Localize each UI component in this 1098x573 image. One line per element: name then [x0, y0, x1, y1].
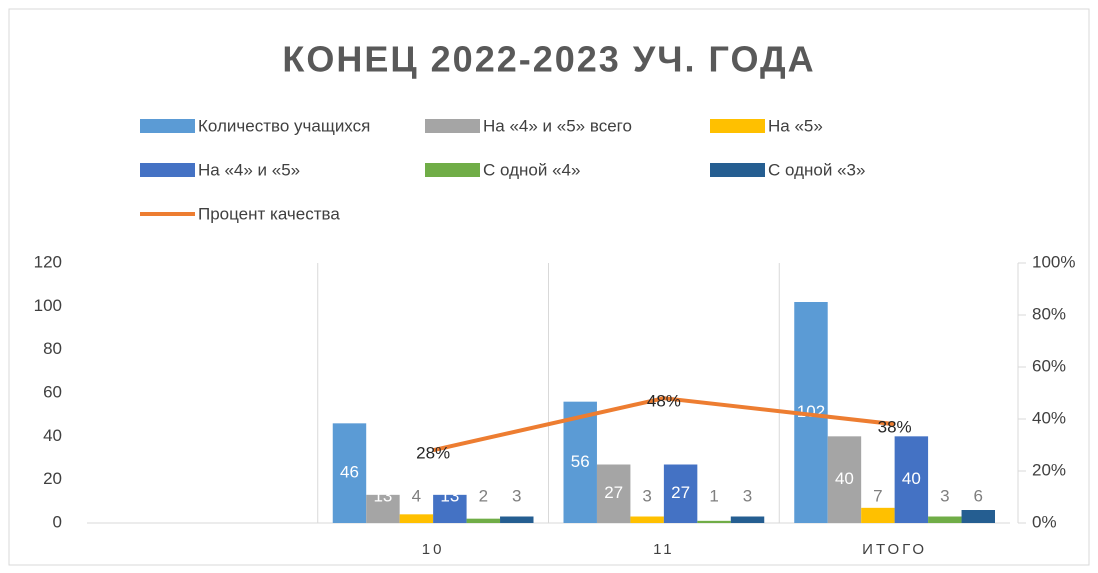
bar-label: 40 — [835, 469, 854, 488]
y-tick-label: 40 — [43, 426, 62, 445]
bar-label: 1 — [709, 486, 718, 505]
bar — [500, 516, 534, 523]
bar-label: 56 — [571, 452, 590, 471]
x-tick-label: ИТОГО — [862, 541, 927, 558]
line — [432, 396, 895, 453]
bar-label: 13 — [440, 486, 459, 505]
chart-title: КОНЕЦ 2022-2023 УЧ. ГОДА — [282, 39, 815, 80]
legend-swatch — [425, 163, 480, 177]
y-tick-label: 80 — [43, 339, 62, 358]
bar — [928, 516, 962, 523]
bar — [861, 507, 895, 523]
bar — [433, 494, 467, 523]
legend-label: С одной «4» — [483, 160, 580, 179]
legend-label: На «4» и «5» всего — [483, 116, 632, 135]
y-tick-label: 120 — [34, 252, 62, 271]
bar-label: 3 — [512, 486, 521, 505]
y2-tick-label: 40% — [1032, 408, 1066, 427]
line-label: 48% — [647, 392, 681, 411]
y2-tick-label: 60% — [1032, 356, 1066, 375]
legend-swatch — [710, 163, 765, 177]
bar — [697, 520, 731, 523]
y-tick-label: 20 — [43, 469, 62, 488]
x-tick-label: 11 — [653, 541, 675, 558]
legend-swatch — [140, 119, 195, 133]
bar-label: 102 — [797, 402, 825, 421]
bar — [961, 510, 996, 523]
y-tick-label: 0 — [53, 512, 62, 531]
y-tick-label: 100 — [34, 296, 62, 315]
bar-label: 3 — [743, 486, 752, 505]
bar — [332, 423, 367, 523]
y2-tick-label: 80% — [1032, 304, 1066, 323]
bar — [366, 494, 400, 523]
legend-label: Количество учащихся — [198, 116, 370, 135]
bar — [563, 401, 597, 523]
legend-label: С одной «3» — [768, 160, 865, 179]
bar-label: 7 — [873, 486, 882, 505]
legend-label: На «5» — [768, 116, 823, 135]
bar — [894, 436, 929, 523]
legend-label: Процент качества — [198, 204, 340, 223]
bar-label: 13 — [373, 486, 392, 505]
bar-label: 3 — [940, 486, 949, 505]
bar-label: 6 — [974, 486, 983, 505]
bar-label: 27 — [604, 483, 623, 502]
bar — [630, 516, 664, 523]
bar-label: 46 — [340, 463, 359, 482]
bar — [663, 464, 698, 523]
legend-swatch — [140, 163, 195, 177]
y-tick-label: 60 — [43, 382, 62, 401]
y2-tick-label: 0% — [1032, 512, 1057, 531]
x-tick-label: 10 — [422, 541, 445, 558]
bar-label: 27 — [671, 483, 690, 502]
bar — [730, 516, 765, 523]
line-label: 38% — [878, 418, 912, 437]
bar — [827, 436, 862, 523]
bar-label: 40 — [902, 469, 921, 488]
bar-label: 4 — [412, 486, 421, 505]
legend-swatch — [425, 119, 480, 133]
bar — [466, 518, 501, 523]
bar — [399, 514, 434, 523]
y2-tick-label: 20% — [1032, 460, 1066, 479]
bar-label: 3 — [642, 486, 651, 505]
bar-label: 2 — [479, 486, 488, 505]
legend-label: На «4» и «5» — [198, 160, 300, 179]
legend-swatch — [710, 119, 765, 133]
bar — [596, 464, 631, 523]
y2-tick-label: 100% — [1032, 252, 1075, 271]
line-label: 28% — [416, 444, 450, 463]
